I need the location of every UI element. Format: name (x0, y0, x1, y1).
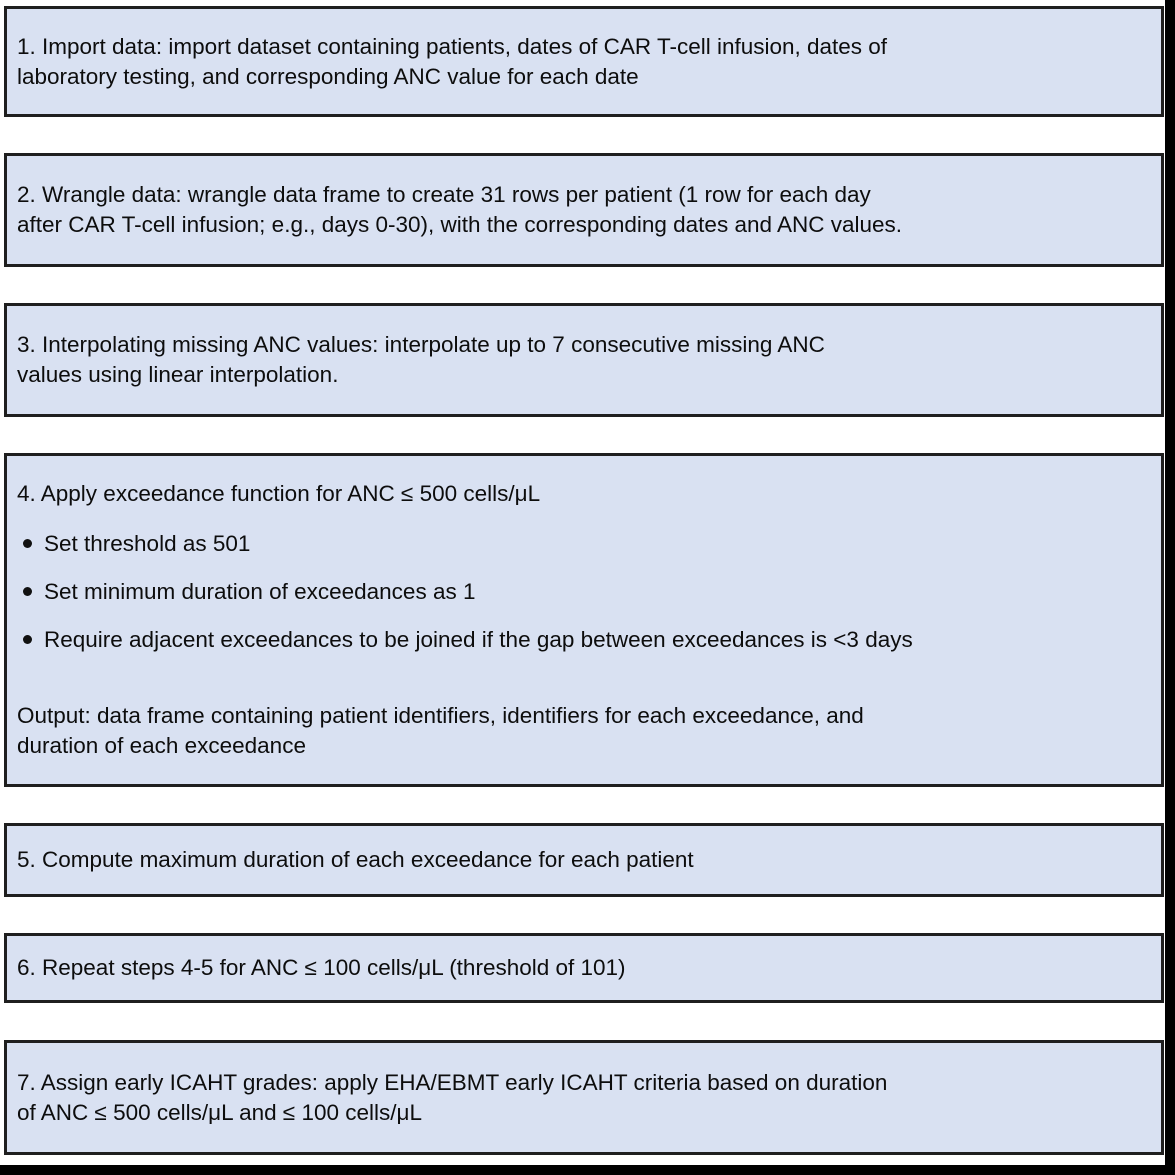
step-3-text: 3. Interpolating missing ANC values: int… (17, 332, 825, 387)
step-6-text: 6. Repeat steps 4-5 for ANC ≤ 100 cells/… (17, 955, 626, 980)
steps-column: 1. Import data: import dataset containin… (4, 6, 1164, 1155)
step-5-box: 5. Compute maximum duration of each exce… (4, 823, 1164, 897)
step-6-box: 6. Repeat steps 4-5 for ANC ≤ 100 cells/… (4, 933, 1164, 1003)
step-4-bullets: Set threshold as 501 Set minimum duratio… (17, 529, 1151, 655)
frame-bottom-bar (0, 1165, 1175, 1175)
bullet-dot-icon (23, 635, 32, 644)
step-7-box: 7. Assign early ICAHT grades: apply EHA/… (4, 1040, 1164, 1155)
step-5-text: 5. Compute maximum duration of each exce… (17, 847, 694, 872)
bullet-dot-icon (23, 587, 32, 596)
step-4-box: 4. Apply exceedance function for ANC ≤ 5… (4, 453, 1164, 787)
step-2-box: 2. Wrangle data: wrangle data frame to c… (4, 153, 1164, 267)
step-3-box: 3. Interpolating missing ANC values: int… (4, 303, 1164, 417)
step-2-text: 2. Wrangle data: wrangle data frame to c… (17, 182, 903, 237)
bullet-dot-icon (23, 539, 32, 548)
bullet-text: Set threshold as 501 (44, 531, 251, 556)
step-4-title: 4. Apply exceedance function for ANC ≤ 5… (17, 481, 541, 506)
step-1-text: 1. Import data: import dataset containin… (17, 33, 888, 89)
frame-right-bar (1165, 0, 1175, 1175)
step-1-box: 1. Import data: import dataset containin… (4, 6, 1164, 117)
step-4-output: Output: data frame containing patient id… (17, 703, 864, 758)
bullet-item: Set minimum duration of exceedances as 1 (17, 577, 1151, 607)
step-7-text: 7. Assign early ICAHT grades: apply EHA/… (17, 1069, 888, 1125)
bullet-text: Require adjacent exceedances to be joine… (44, 627, 913, 652)
bullet-text: Set minimum duration of exceedances as 1 (44, 579, 476, 604)
bullet-item: Set threshold as 501 (17, 529, 1151, 559)
bullet-item: Require adjacent exceedances to be joine… (17, 625, 1151, 655)
